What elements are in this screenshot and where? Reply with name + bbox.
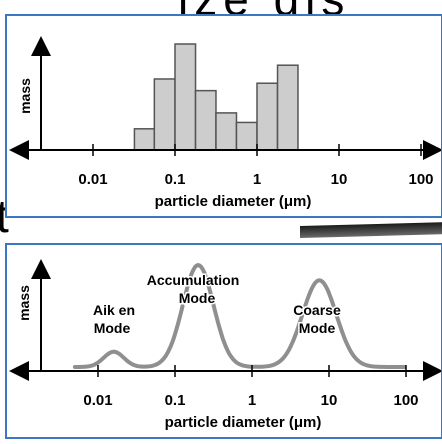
x-tick-label: 1 — [253, 171, 261, 188]
histogram-bar — [256, 82, 279, 151]
x-axis-label: particle diameter (μm) — [155, 193, 312, 210]
x-tick-label: 10 — [321, 392, 338, 409]
histogram-bars — [133, 43, 299, 151]
mass-distribution-curve — [72, 263, 407, 369]
histogram-svg: mass 0.01 0.1 1 10 100 particle diameter (μm… — [9, 36, 441, 210]
x-tick-label: 100 — [408, 171, 433, 188]
x-ticks: 0.01 0.1 1 10 100 — [78, 144, 434, 188]
histogram-panel: mass 0.01 0.1 1 10 100 particle diameter (μm… — [5, 14, 442, 218]
histogram-bar — [194, 89, 217, 151]
distribution-panel: mass Aik en Mode Accumulation Mode Coars… — [5, 243, 442, 439]
y-axis-label: mass — [16, 285, 32, 321]
coarse-mode-label: Coarse — [293, 302, 341, 318]
x-tick-label: 1 — [248, 392, 256, 409]
accumulation-mode-label: Accumulation — [147, 272, 240, 288]
x-tick-label: 0.01 — [78, 171, 107, 188]
coarse-mode-label-2: Mode — [299, 320, 336, 336]
background-text-middle: t — [0, 193, 9, 239]
aitken-mode-label-2: Mode — [94, 320, 131, 336]
y-axis-label: mass — [17, 78, 33, 114]
x-tick-label: 0.01 — [83, 392, 112, 409]
histogram-bar — [174, 43, 197, 151]
histogram-bar — [215, 112, 238, 151]
histogram-bar — [235, 121, 258, 151]
x-tick-label: 10 — [331, 171, 348, 188]
decorative-bar — [300, 222, 442, 238]
x-tick-label: 100 — [393, 392, 418, 409]
histogram-bar — [133, 128, 156, 151]
histogram-bar — [153, 78, 176, 151]
x-axis-label: particle diameter (μm) — [165, 414, 322, 431]
accumulation-mode-label-2: Mode — [179, 290, 216, 306]
x-tick-label: 0.1 — [165, 171, 186, 188]
distribution-svg: mass Aik en Mode Accumulation Mode Coars… — [9, 259, 441, 431]
histogram-bar — [276, 64, 299, 151]
x-ticks: 0.01 0.1 1 10 100 — [83, 365, 419, 409]
aitken-mode-label: Aik en — [93, 302, 135, 318]
x-tick-label: 0.1 — [165, 392, 186, 409]
